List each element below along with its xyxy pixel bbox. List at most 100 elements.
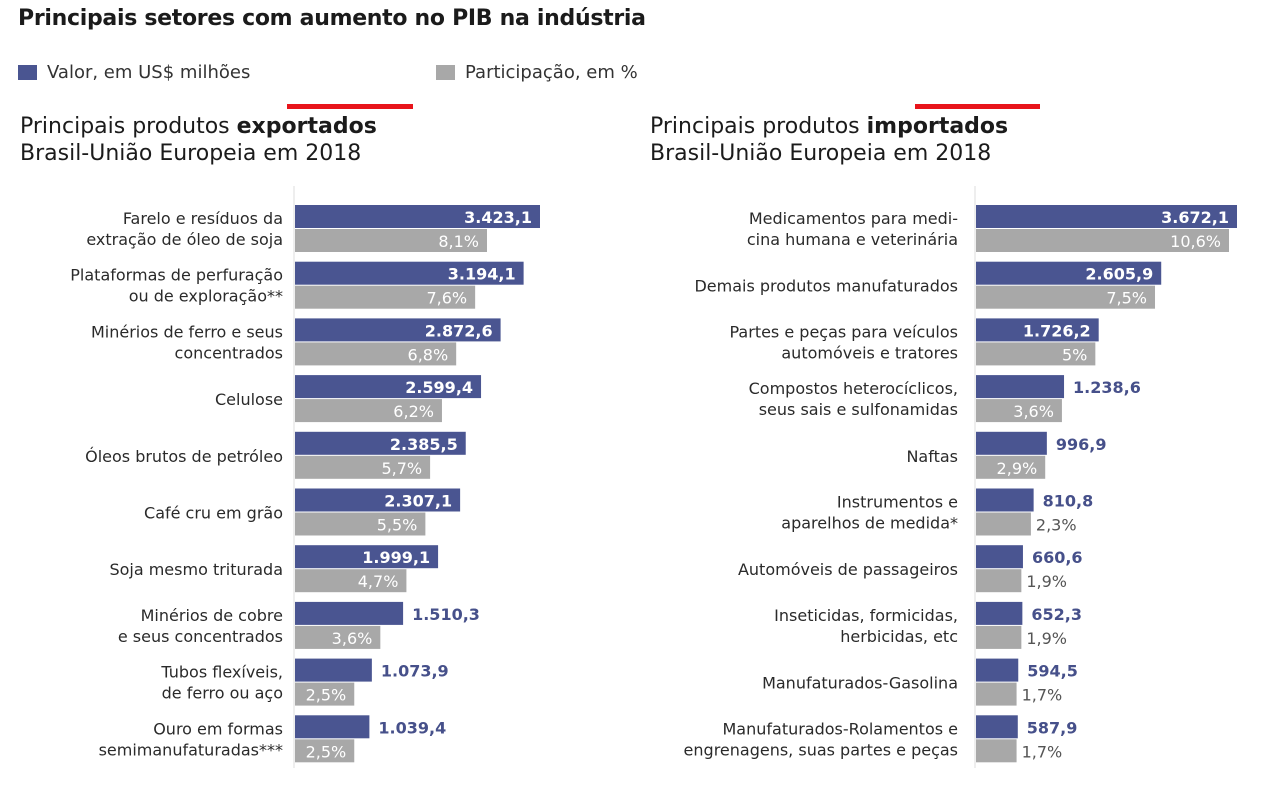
bar-participacao bbox=[976, 512, 1031, 536]
panel-title-bold: exportados bbox=[236, 114, 377, 139]
bar-participacao bbox=[976, 285, 1156, 309]
category-label: Medicamentos para medi- bbox=[749, 209, 958, 228]
data-label-valor: 1.510,3 bbox=[412, 605, 480, 624]
panel-title-prefix: Principais produtos bbox=[20, 114, 237, 139]
category-label: Partes e peças para veículos bbox=[730, 322, 959, 341]
data-label-valor: 3.423,1 bbox=[464, 208, 532, 227]
bar-participacao bbox=[976, 399, 1062, 423]
bar-valor bbox=[976, 715, 1018, 739]
data-label-valor: 660,6 bbox=[1032, 548, 1083, 567]
data-label-valor: 2.307,1 bbox=[384, 492, 452, 511]
category-label: Soja mesmo triturada bbox=[109, 560, 283, 579]
bar-valor bbox=[976, 488, 1034, 512]
category-label: Óleos brutos de petróleo bbox=[85, 447, 283, 466]
legend-label-valor: Valor, em US$ milhões bbox=[47, 62, 251, 83]
data-label-valor: 2.385,5 bbox=[390, 435, 458, 454]
data-label-valor: 3.672,1 bbox=[1161, 208, 1229, 227]
data-label-participacao: 2,9% bbox=[997, 459, 1038, 478]
category-label: ou de exploração** bbox=[129, 287, 283, 306]
category-label: engrenagens, suas partes e peças bbox=[684, 740, 958, 759]
category-label: Plataformas de perfuração bbox=[70, 266, 283, 285]
bar-participacao bbox=[976, 739, 1017, 763]
data-label-participacao: 5% bbox=[1062, 345, 1087, 364]
data-label-valor: 1.039,4 bbox=[378, 718, 446, 737]
data-label-participacao: 2,3% bbox=[1036, 516, 1077, 535]
data-label-participacao: 7,6% bbox=[426, 289, 467, 308]
category-label: semimanufaturadas*** bbox=[99, 740, 283, 759]
category-label: Farelo e resíduos da bbox=[123, 209, 283, 228]
category-label: Inseticidas, formicidas, bbox=[774, 606, 958, 625]
data-label-participacao: 2,5% bbox=[306, 686, 347, 705]
data-label-participacao: 10,6% bbox=[1170, 232, 1221, 251]
data-label-valor: 996,9 bbox=[1056, 435, 1107, 454]
bar-valor bbox=[976, 431, 1047, 455]
bar-valor bbox=[295, 715, 370, 739]
accent-line-importados bbox=[915, 104, 1040, 109]
bar-participacao bbox=[976, 455, 1046, 479]
data-label-participacao: 1,7% bbox=[1022, 686, 1063, 705]
bar-valor bbox=[976, 205, 1237, 228]
panel-subtitle: Brasil-União Europeia em 2018 bbox=[650, 141, 992, 166]
data-label-participacao: 5,5% bbox=[377, 516, 418, 535]
panel-title-importados: Principais produtos importados Brasil-Un… bbox=[650, 113, 1008, 167]
category-label: Manufaturados-Gasolina bbox=[762, 674, 958, 693]
category-label: Minérios de cobre bbox=[141, 606, 283, 625]
legend-label-participacao: Participação, em % bbox=[465, 62, 638, 83]
category-label: Tubos flexíveis, bbox=[160, 663, 283, 682]
bar-participacao bbox=[295, 229, 487, 252]
bar-participacao bbox=[295, 739, 355, 763]
data-label-participacao: 4,7% bbox=[358, 572, 399, 591]
data-label-valor: 1.238,6 bbox=[1073, 378, 1141, 397]
bar-participacao bbox=[295, 455, 431, 479]
bar-participacao bbox=[295, 399, 442, 423]
data-label-participacao: 3,6% bbox=[1013, 402, 1054, 421]
category-label: Ouro em formas bbox=[153, 719, 283, 738]
bar-valor bbox=[976, 318, 1099, 342]
category-label: aparelhos de medida* bbox=[781, 514, 958, 533]
data-label-valor: 652,3 bbox=[1031, 605, 1082, 624]
category-label: Celulose bbox=[215, 390, 283, 409]
page-title: Principais setores com aumento no PIB na… bbox=[18, 6, 646, 31]
category-label: concentrados bbox=[175, 343, 283, 362]
category-label: de ferro ou aço bbox=[162, 684, 283, 703]
bar-valor bbox=[976, 261, 1162, 285]
bar-valor bbox=[295, 261, 524, 285]
data-label-participacao: 7,5% bbox=[1106, 289, 1147, 308]
bar-valor bbox=[976, 545, 1023, 569]
panel-title-bold: importados bbox=[866, 114, 1009, 139]
category-label: Instrumentos e bbox=[837, 493, 958, 512]
data-label-participacao: 3,6% bbox=[332, 629, 373, 648]
bar-participacao bbox=[295, 625, 381, 649]
data-label-valor: 2.599,4 bbox=[405, 378, 473, 397]
data-label-participacao: 6,2% bbox=[393, 402, 434, 421]
legend-swatch-participacao bbox=[436, 65, 455, 80]
category-label: Manufaturados-Rolamentos e bbox=[722, 719, 958, 738]
category-label: Demais produtos manufaturados bbox=[694, 277, 958, 296]
category-label: automóveis e tratores bbox=[781, 343, 958, 362]
bar-valor bbox=[976, 375, 1065, 399]
bar-valor bbox=[295, 431, 466, 455]
category-label: Minérios de ferro e seus bbox=[91, 322, 283, 341]
data-label-participacao: 2,5% bbox=[306, 742, 347, 761]
category-label: Compostos heterocíclicos, bbox=[749, 379, 958, 398]
category-label: seus sais e sulfonamidas bbox=[759, 400, 958, 419]
bar-participacao bbox=[295, 569, 407, 593]
data-label-participacao: 1,9% bbox=[1026, 572, 1067, 591]
bar-valor bbox=[295, 545, 439, 569]
data-label-valor: 2.605,9 bbox=[1085, 265, 1153, 284]
legend-swatch-valor bbox=[18, 65, 37, 80]
data-label-valor: 1.073,9 bbox=[381, 662, 449, 681]
legend-item-valor: Valor, em US$ milhões bbox=[18, 62, 250, 83]
bar-valor bbox=[295, 488, 461, 512]
data-label-valor: 2.872,6 bbox=[425, 321, 493, 340]
data-label-participacao: 5,7% bbox=[381, 459, 422, 478]
accent-line-exportados bbox=[287, 104, 413, 109]
category-label: Naftas bbox=[906, 447, 958, 466]
bar-valor bbox=[976, 658, 1019, 682]
bar-valor bbox=[295, 205, 540, 228]
data-label-valor: 3.194,1 bbox=[448, 265, 516, 284]
category-label: herbicidas, etc bbox=[840, 627, 958, 646]
panel-subtitle: Brasil-União Europeia em 2018 bbox=[20, 141, 362, 166]
bar-valor bbox=[976, 601, 1023, 625]
data-label-valor: 810,8 bbox=[1043, 492, 1094, 511]
